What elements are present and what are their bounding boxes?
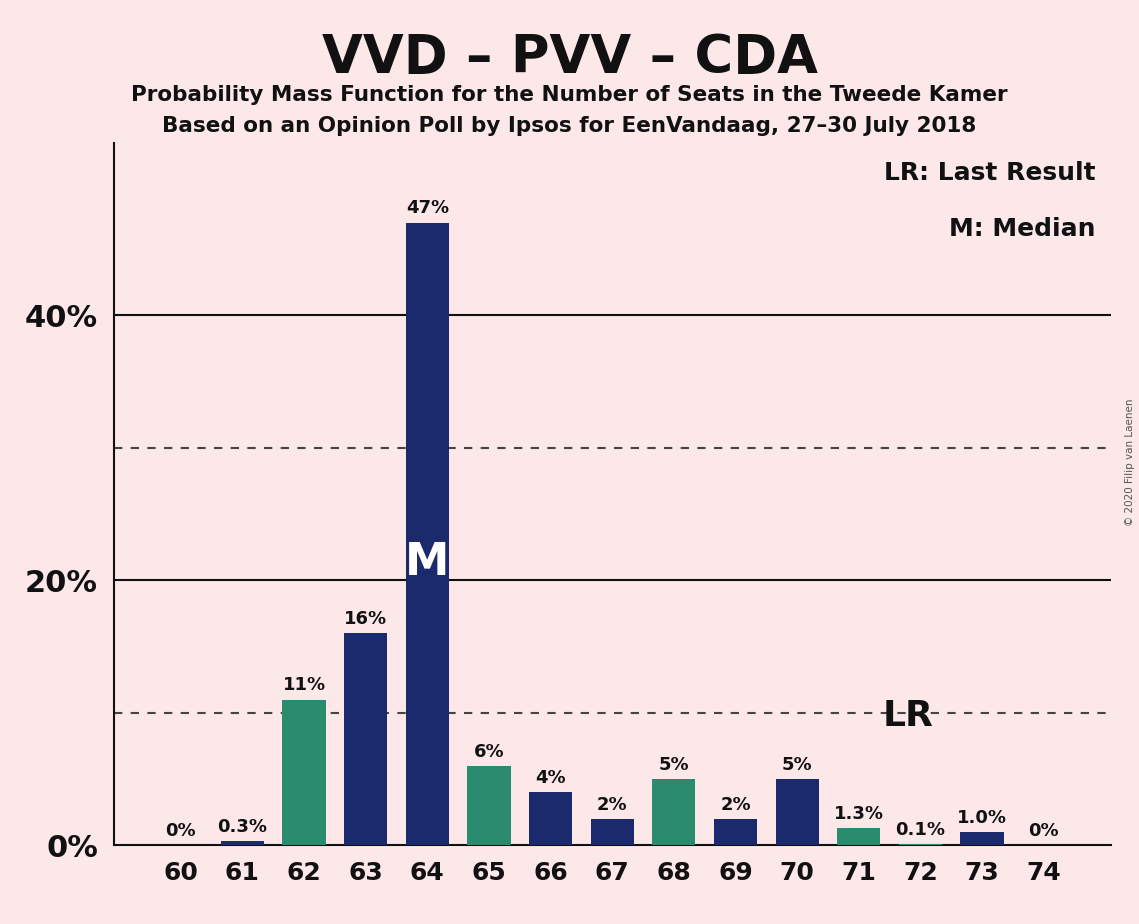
- Text: 5%: 5%: [658, 756, 689, 774]
- Text: 0.3%: 0.3%: [218, 818, 268, 836]
- Text: LR: Last Result: LR: Last Result: [884, 161, 1096, 185]
- Bar: [837, 828, 880, 845]
- Bar: [344, 634, 387, 845]
- Text: 2%: 2%: [720, 796, 751, 814]
- Bar: [960, 833, 1003, 845]
- Text: Based on an Opinion Poll by Ipsos for EenVandaag, 27–30 July 2018: Based on an Opinion Poll by Ipsos for Ee…: [163, 116, 976, 137]
- Text: © 2020 Filip van Laenen: © 2020 Filip van Laenen: [1125, 398, 1134, 526]
- Text: 2%: 2%: [597, 796, 628, 814]
- Text: 16%: 16%: [344, 610, 387, 628]
- Text: 0%: 0%: [165, 822, 196, 840]
- Bar: [776, 779, 819, 845]
- Text: M: Median: M: Median: [949, 217, 1096, 241]
- Bar: [714, 819, 757, 845]
- Text: VVD – PVV – CDA: VVD – PVV – CDA: [321, 32, 818, 84]
- Bar: [467, 766, 510, 845]
- Text: 47%: 47%: [405, 200, 449, 217]
- Text: 1.0%: 1.0%: [957, 808, 1007, 827]
- Text: 11%: 11%: [282, 676, 326, 695]
- Bar: [653, 779, 696, 845]
- Text: M: M: [405, 541, 450, 584]
- Bar: [528, 793, 572, 845]
- Text: 0%: 0%: [1029, 822, 1059, 840]
- Text: 5%: 5%: [781, 756, 812, 774]
- Text: 6%: 6%: [474, 743, 505, 760]
- Bar: [405, 223, 449, 845]
- Text: 4%: 4%: [535, 769, 566, 787]
- Text: 0.1%: 0.1%: [895, 821, 945, 839]
- Text: 1.3%: 1.3%: [834, 805, 884, 823]
- Bar: [282, 699, 326, 845]
- Bar: [591, 819, 633, 845]
- Bar: [221, 842, 264, 845]
- Text: LR: LR: [883, 699, 934, 733]
- Text: Probability Mass Function for the Number of Seats in the Tweede Kamer: Probability Mass Function for the Number…: [131, 85, 1008, 105]
